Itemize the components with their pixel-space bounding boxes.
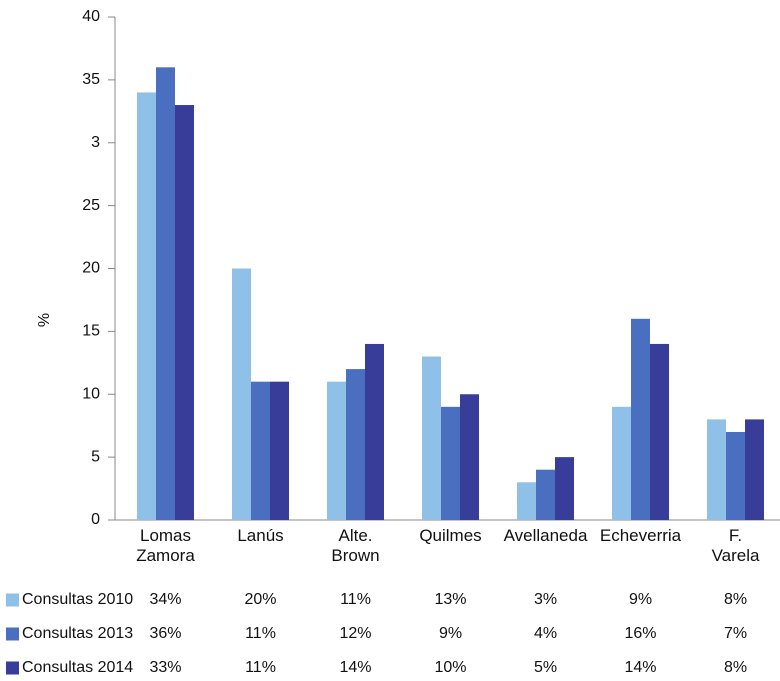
table-value: 3% (533, 591, 558, 608)
bar (156, 67, 175, 521)
x-tick-label: Lanús (237, 526, 284, 545)
table-value: 11% (340, 591, 371, 608)
bar (612, 406, 631, 520)
y-tick-label: 20 (82, 260, 100, 277)
bar (175, 105, 194, 521)
bar (422, 356, 441, 520)
bar (555, 457, 574, 520)
legend-swatch (6, 593, 19, 607)
bar (441, 406, 460, 520)
bar (707, 419, 726, 520)
x-tick-label: Alte. Brown (331, 526, 380, 565)
table-value: 11% (245, 625, 276, 642)
legend-swatch (6, 627, 19, 641)
y-tick-label: 0 (91, 511, 100, 528)
table-value: 33% (149, 659, 182, 676)
bar (650, 343, 669, 520)
table-value: 9% (628, 591, 653, 608)
table-value: 4% (533, 625, 558, 642)
bar (726, 431, 745, 520)
table-value: 20% (244, 591, 277, 608)
table-value: 14% (339, 659, 372, 676)
bar (346, 369, 365, 520)
bar (365, 343, 384, 520)
y-tick-label: 3 (91, 134, 100, 151)
table-value: 16% (624, 625, 657, 642)
bar (327, 381, 346, 520)
y-tick-label: 5 (91, 448, 100, 465)
x-tick-label: F. Varela (711, 526, 760, 565)
legend-label: Consultas 2014 (22, 659, 134, 676)
table-value: 5% (533, 659, 558, 676)
table-value: 14% (624, 659, 657, 676)
bar (517, 482, 536, 520)
bar (631, 318, 650, 520)
y-tick-label: 40 (82, 8, 100, 25)
y-tick-label: 15 (82, 323, 100, 340)
table-value: 11% (245, 659, 276, 676)
bar (745, 419, 764, 520)
y-tick-label: 25 (82, 197, 100, 214)
table-value: 8% (723, 659, 748, 676)
bar (460, 394, 479, 520)
bar (536, 469, 555, 520)
x-tick-label: Avellaneda (503, 526, 588, 545)
table-value: 10% (434, 659, 467, 676)
x-tick-label: Quilmes (419, 526, 482, 545)
table-value: 7% (723, 625, 748, 642)
legend-label: Consultas 2010 (22, 591, 134, 608)
y-tick-label: 35 (82, 71, 100, 88)
table-value: 34% (149, 591, 182, 608)
x-tick-label: Lomas Zamora (136, 526, 195, 565)
table-value: 13% (434, 591, 467, 608)
y-axis-label: % (36, 313, 53, 327)
bar (232, 268, 251, 520)
table-value: 36% (149, 625, 182, 642)
bar (137, 92, 156, 520)
bar (270, 381, 289, 520)
x-tick-label: Echeverria (599, 526, 682, 545)
bar (251, 381, 270, 520)
legend-swatch (6, 661, 19, 675)
table-value: 9% (438, 625, 463, 642)
table-value: 12% (339, 625, 372, 642)
table-value: 8% (723, 591, 748, 608)
legend-label: Consultas 2013 (22, 625, 134, 642)
y-tick-label: 10 (82, 385, 100, 402)
